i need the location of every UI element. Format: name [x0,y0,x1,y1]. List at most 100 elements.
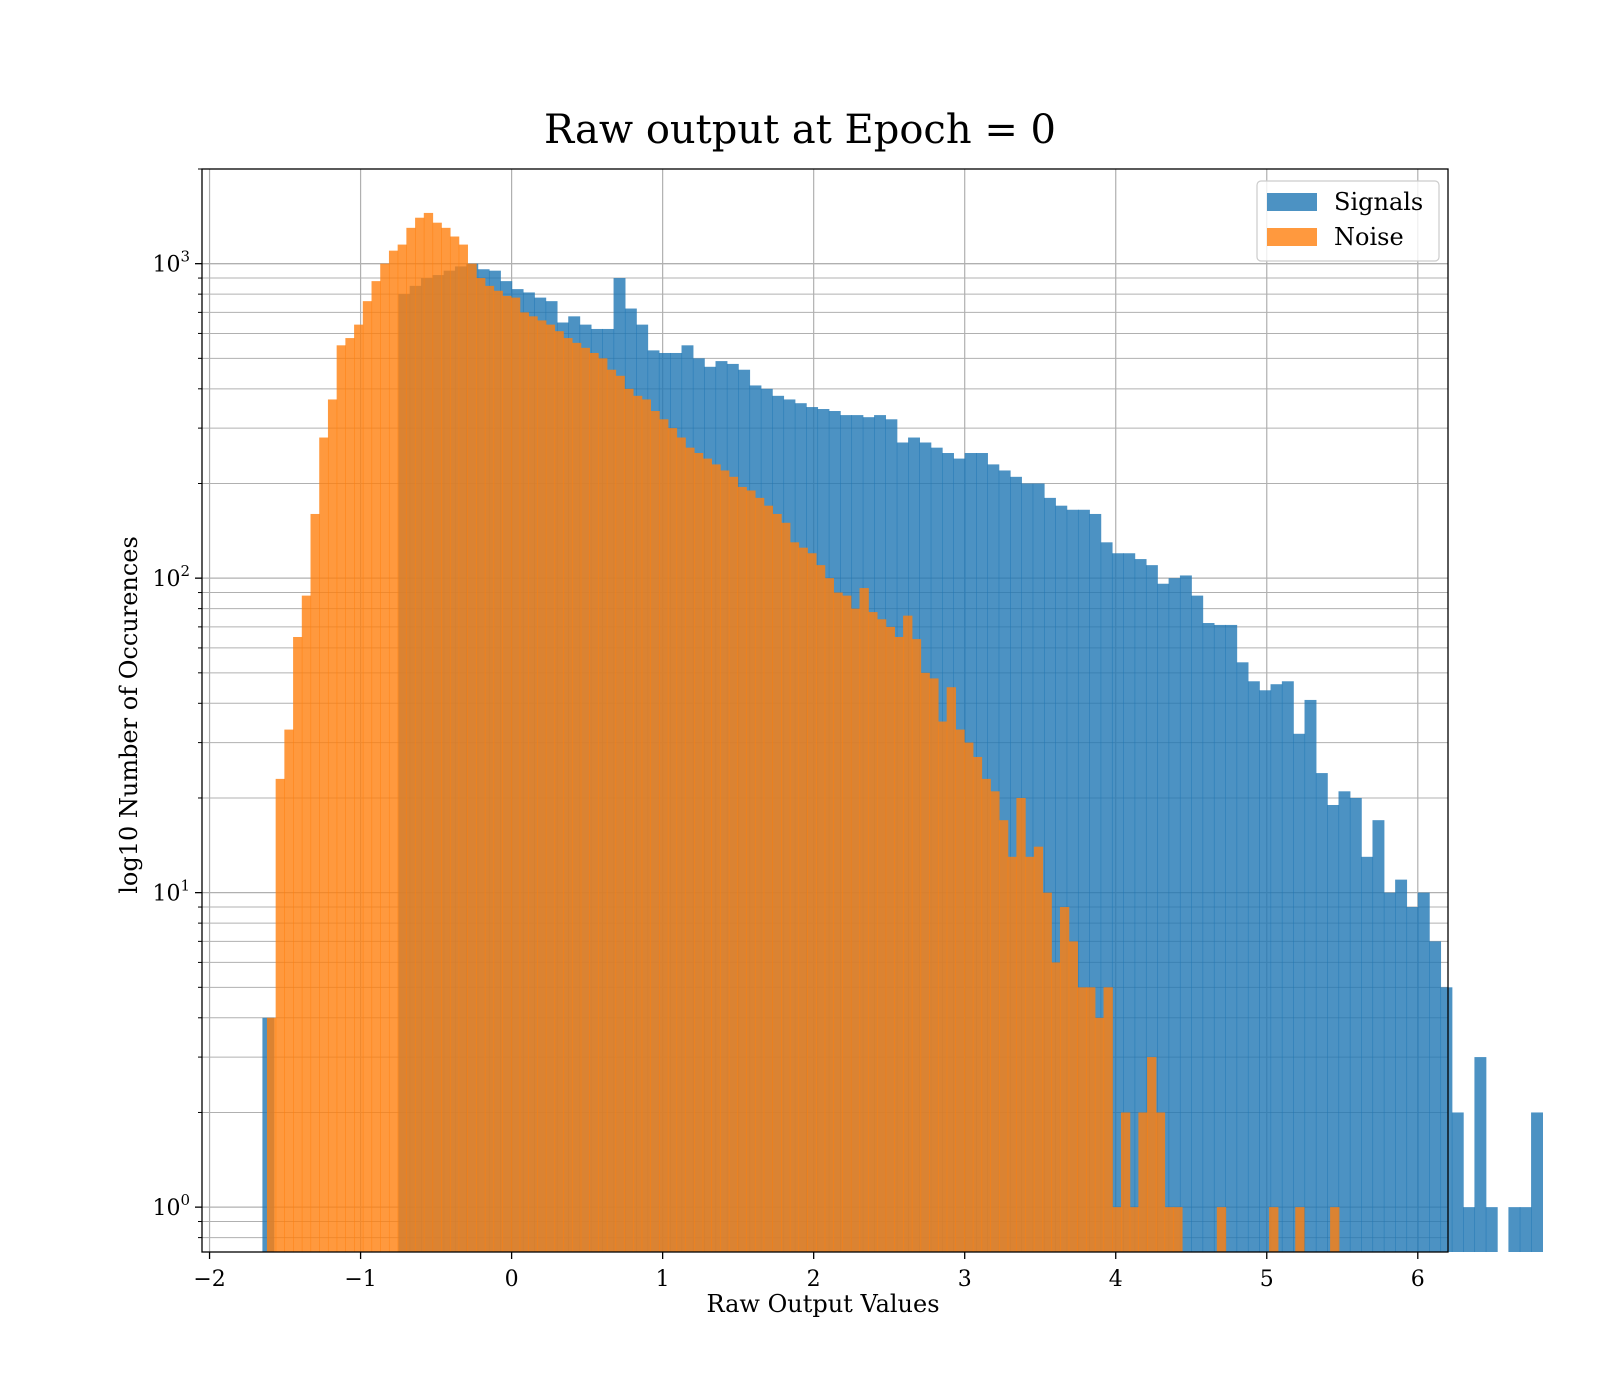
histogram-bar [850,608,861,1252]
histogram-bar [1417,892,1430,1252]
histogram-bar [467,263,477,1253]
histogram-bar [972,756,983,1252]
histogram-bar [580,347,590,1253]
histogram-bar [606,369,617,1252]
histogram-bar [371,281,381,1252]
histogram-bar [1086,987,1096,1252]
histogram-bar [1519,1207,1532,1252]
histogram-bar [380,263,390,1253]
histogram-bar [1330,1207,1340,1252]
histogram-bar [1059,907,1070,1252]
histogram-bar [667,428,678,1253]
histogram-bar [615,375,625,1252]
histogram-bar [772,513,782,1252]
histogram-bar [1202,623,1215,1252]
histogram-bar [1155,1112,1166,1252]
histogram-bar [1349,797,1362,1252]
y-tick-label: 103 [152,248,190,278]
histogram-bar [1051,962,1061,1252]
histogram-bar [1016,797,1026,1252]
histogram-bar [458,244,468,1252]
histogram-bar [624,388,634,1252]
y-tick-label: 100 [152,1191,190,1221]
y-axis-label: log10 Number of Occurences [115,536,143,894]
histogram-bar [415,217,425,1253]
histogram-bar [319,437,329,1252]
histogram-bar [1225,624,1238,1252]
histogram-bar [1068,941,1078,1252]
x-tick-label: 6 [1411,1267,1425,1292]
histogram-bar [1259,690,1272,1252]
histogram-bar [815,565,826,1252]
histogram-bar [275,778,285,1252]
histogram-bar [1485,1207,1498,1252]
histogram-bar [1145,565,1158,1252]
histogram-bar [1315,773,1328,1252]
histogram-bar [1033,846,1044,1252]
histogram-bar [964,742,974,1252]
x-tick-label: −1 [344,1267,376,1292]
histogram-bar [842,595,852,1252]
histogram-bar [301,595,312,1252]
histogram-bar [1164,1207,1174,1252]
histogram-bar [937,721,948,1252]
histogram-bar [563,338,573,1252]
histogram-bar [1168,578,1181,1252]
histogram-bar [1100,542,1113,1252]
histogram-bar [798,547,808,1252]
histogram-bar [1089,513,1102,1252]
histogram-bar [528,316,538,1252]
histogram-bar [545,324,556,1253]
histogram-bar [955,729,965,1252]
histogram-bar [998,820,1009,1252]
histogram-bar [1295,1207,1305,1252]
histogram-bar [397,244,407,1252]
legend-label-noise: Noise [1334,223,1404,251]
histogram-bar [293,636,303,1252]
x-tick-label: 4 [1109,1267,1123,1292]
histogram-bar [1025,856,1035,1252]
histogram-bar [903,615,913,1252]
histogram-bar [1066,509,1079,1253]
histogram-bar [1406,907,1419,1252]
histogram-bar [650,411,660,1252]
histogram-bar [711,464,721,1253]
histogram-bar [641,399,651,1253]
histogram-bar [781,522,791,1252]
histogram-bar [1327,804,1340,1252]
histogram-bar [789,542,800,1252]
histogram-bar [571,342,582,1252]
histogram-bar [1383,892,1396,1252]
histogram-bar [632,395,643,1253]
histogram-bar [449,236,460,1252]
histogram-bar [1281,681,1294,1252]
histogram-bar [1474,1057,1487,1252]
histogram-bar [920,672,930,1252]
histogram-bar [1112,1207,1122,1252]
histogram-bar [1236,662,1249,1252]
histogram-bar [1463,1207,1476,1252]
histogram-bar [859,588,869,1252]
histogram-bar [1147,1057,1157,1252]
histogram-bar [432,222,442,1252]
x-tick-label: 1 [656,1267,670,1292]
histogram-bar [354,324,364,1253]
histogram-bar [981,778,991,1252]
histogram-bar [362,301,373,1252]
y-tick-label: 101 [152,877,190,907]
histogram-bar [720,470,730,1252]
legend-label-signals: Signals [1334,188,1423,216]
histogram-bar [1213,624,1226,1252]
histogram-bar [693,453,704,1252]
histogram-bar [754,497,765,1253]
histogram-bar [1157,583,1170,1252]
histogram-bar [1043,497,1056,1253]
histogram-bar [763,505,773,1252]
legend-swatch-signals [1267,193,1317,211]
histogram-bar [1055,505,1068,1252]
histogram-bar [336,345,346,1252]
histogram-bar [1508,1207,1521,1252]
x-tick-label: −2 [193,1267,225,1292]
legend: Signals Noise [1256,180,1440,262]
